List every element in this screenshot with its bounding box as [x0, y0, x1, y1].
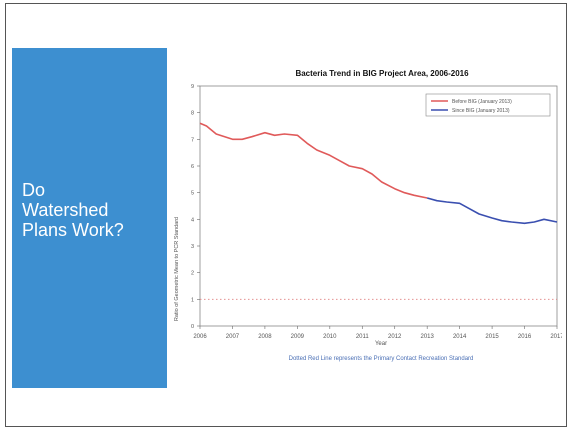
x-tick-label-9: 2015 [485, 334, 499, 340]
slide-title-line-2: Watershed [22, 200, 162, 220]
chart-caption: Dotted Red Line represents the Primary C… [289, 356, 474, 362]
x-tick-label-6: 2012 [388, 334, 402, 340]
plot-area: 0 1 2 3 4 5 6 7 8 9 2006 2007 2008 2009 2010 2011 2012 20… [191, 84, 562, 340]
plot-frame [200, 86, 557, 326]
slide-title-line-1: Do [22, 180, 162, 200]
x-tick-label-8: 2014 [453, 334, 467, 340]
x-tick-label-1: 2007 [226, 334, 240, 340]
slide-title-line-3: Plans Work? [22, 220, 162, 240]
x-tick-label-0: 2006 [193, 334, 207, 340]
x-tick-label-2: 2008 [258, 334, 272, 340]
y-tick-label-3: 3 [191, 244, 194, 250]
y-tick-label-5: 5 [191, 191, 194, 197]
y-tick-label-9: 9 [191, 84, 194, 90]
y-axis-label: Ratio of Geometric Mean to PCR Standard [174, 217, 180, 321]
x-axis-label: Year [375, 341, 387, 347]
legend-label-1: Before BIG (January 2013) [452, 99, 512, 105]
y-tick-label-7: 7 [191, 137, 194, 143]
x-tick-label-5: 2011 [356, 334, 370, 340]
y-tick-label-2: 2 [191, 271, 194, 277]
slide-title: Do Watershed Plans Work? [22, 180, 162, 240]
x-tick-label-11: 2017 [550, 334, 562, 340]
x-tick-label-4: 2010 [323, 334, 337, 340]
y-tick-label-4: 4 [191, 217, 194, 223]
y-tick-label-8: 8 [191, 111, 194, 117]
x-tick-label-10: 2016 [518, 334, 532, 340]
y-tick-label-1: 1 [191, 297, 194, 303]
chart-container: Bacteria Trend in BIG Project Area, 2006… [170, 64, 562, 384]
x-tick-label-7: 2013 [421, 334, 435, 340]
legend-label-2: Since BIG (January 2013) [452, 108, 510, 114]
chart-title: Bacteria Trend in BIG Project Area, 2006… [295, 69, 469, 78]
x-tick-label-3: 2009 [291, 334, 305, 340]
bacteria-trend-chart: Bacteria Trend in BIG Project Area, 2006… [170, 64, 562, 384]
y-tick-label-0: 0 [191, 324, 194, 330]
y-tick-label-6: 6 [191, 164, 194, 170]
